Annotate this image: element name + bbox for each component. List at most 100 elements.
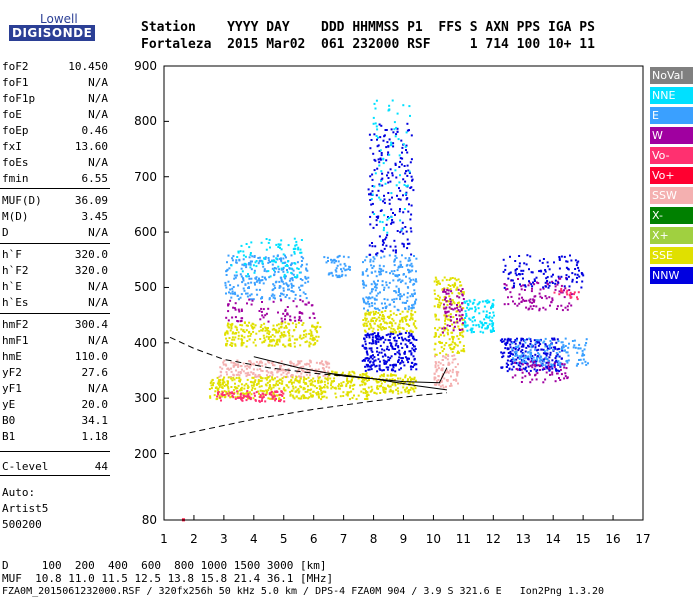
echo-point <box>368 368 371 371</box>
echo-point <box>222 380 225 383</box>
legend-item-x-: X+ <box>650 227 693 244</box>
echo-point <box>278 257 281 260</box>
echo-point <box>375 336 378 339</box>
echo-point <box>456 306 459 309</box>
echo-point <box>229 288 232 291</box>
param-value: N/A <box>88 280 108 293</box>
echo-point <box>584 360 587 363</box>
echo-point <box>258 375 261 378</box>
echo-point <box>361 271 364 274</box>
echo-point <box>373 282 376 285</box>
echo-point <box>459 318 462 321</box>
echo-point <box>487 326 489 329</box>
echo-point <box>277 270 280 273</box>
echo-point <box>233 291 236 294</box>
echo-point <box>219 384 222 386</box>
echo-point <box>542 352 545 355</box>
echo-point <box>351 378 353 381</box>
echo-point <box>380 382 383 385</box>
echo-point <box>486 299 489 302</box>
echo-point <box>406 379 409 382</box>
echo-point <box>445 300 448 303</box>
echo-point <box>376 252 379 255</box>
echo-point <box>320 391 323 394</box>
param-key: B1 <box>2 430 16 443</box>
echo-point <box>520 354 523 357</box>
echo-point <box>383 386 386 389</box>
echo-point <box>359 384 362 387</box>
echo-point <box>276 341 278 344</box>
echo-point <box>534 363 537 366</box>
echo-point <box>367 359 370 362</box>
echo-point <box>514 342 517 345</box>
echo-point <box>543 350 546 353</box>
echo-point <box>272 384 275 387</box>
echo-point <box>442 355 444 358</box>
echo-point <box>226 373 228 376</box>
echo-point <box>397 390 400 393</box>
echo-point <box>262 316 265 319</box>
echo-point <box>476 303 479 306</box>
echo-point <box>251 255 254 258</box>
echo-point <box>577 291 580 294</box>
echo-point <box>517 364 520 367</box>
echo-point <box>209 382 212 384</box>
echo-point <box>551 373 554 376</box>
echo-point <box>321 363 324 366</box>
echo-point <box>441 350 444 353</box>
echo-point <box>456 344 459 347</box>
echo-point <box>277 311 279 314</box>
echo-point <box>512 284 515 287</box>
echo-point <box>339 395 342 398</box>
echo-point <box>510 358 513 361</box>
echo-point <box>408 339 411 342</box>
echo-point <box>372 265 375 268</box>
echo-point <box>408 269 411 272</box>
echo-point <box>464 321 467 324</box>
echo-point <box>241 339 244 341</box>
echo-point <box>485 322 488 325</box>
echo-point <box>439 385 442 388</box>
echo-point <box>276 376 279 378</box>
echo-point <box>556 307 558 310</box>
echo-point <box>236 396 239 399</box>
echo-point <box>445 292 448 295</box>
echo-point <box>402 104 405 107</box>
echo-point <box>582 274 585 277</box>
echo-point <box>396 275 399 278</box>
echo-point <box>235 373 238 376</box>
echo-point <box>223 390 226 393</box>
echo-point <box>290 375 293 378</box>
echo-point <box>548 284 551 287</box>
echo-point <box>447 329 450 332</box>
echo-point <box>269 246 271 249</box>
echo-point <box>551 367 554 370</box>
echo-point <box>367 313 370 316</box>
echo-point <box>542 287 545 290</box>
echo-point <box>314 368 317 371</box>
echo-point <box>520 300 523 303</box>
echo-point <box>531 307 534 310</box>
x-tick-label: 11 <box>455 532 472 546</box>
echo-point <box>566 293 569 296</box>
param-key: foF1p <box>2 92 36 105</box>
echo-point <box>232 392 235 395</box>
echo-point <box>300 319 303 322</box>
echo-point <box>411 179 413 182</box>
echo-point <box>530 354 532 357</box>
echo-point <box>410 317 412 320</box>
echo-point <box>365 255 368 258</box>
echo-point <box>302 322 305 325</box>
echo-point <box>434 355 436 358</box>
echo-point <box>240 386 243 389</box>
echo-point <box>330 258 332 261</box>
echo-point <box>295 240 298 243</box>
echo-point <box>234 396 237 399</box>
echo-point <box>397 345 400 348</box>
echo-point <box>446 358 449 361</box>
echo-point <box>449 385 452 387</box>
echo-point <box>434 335 437 338</box>
echo-point <box>553 366 556 369</box>
echo-point <box>383 361 386 364</box>
echo-point <box>376 307 379 310</box>
